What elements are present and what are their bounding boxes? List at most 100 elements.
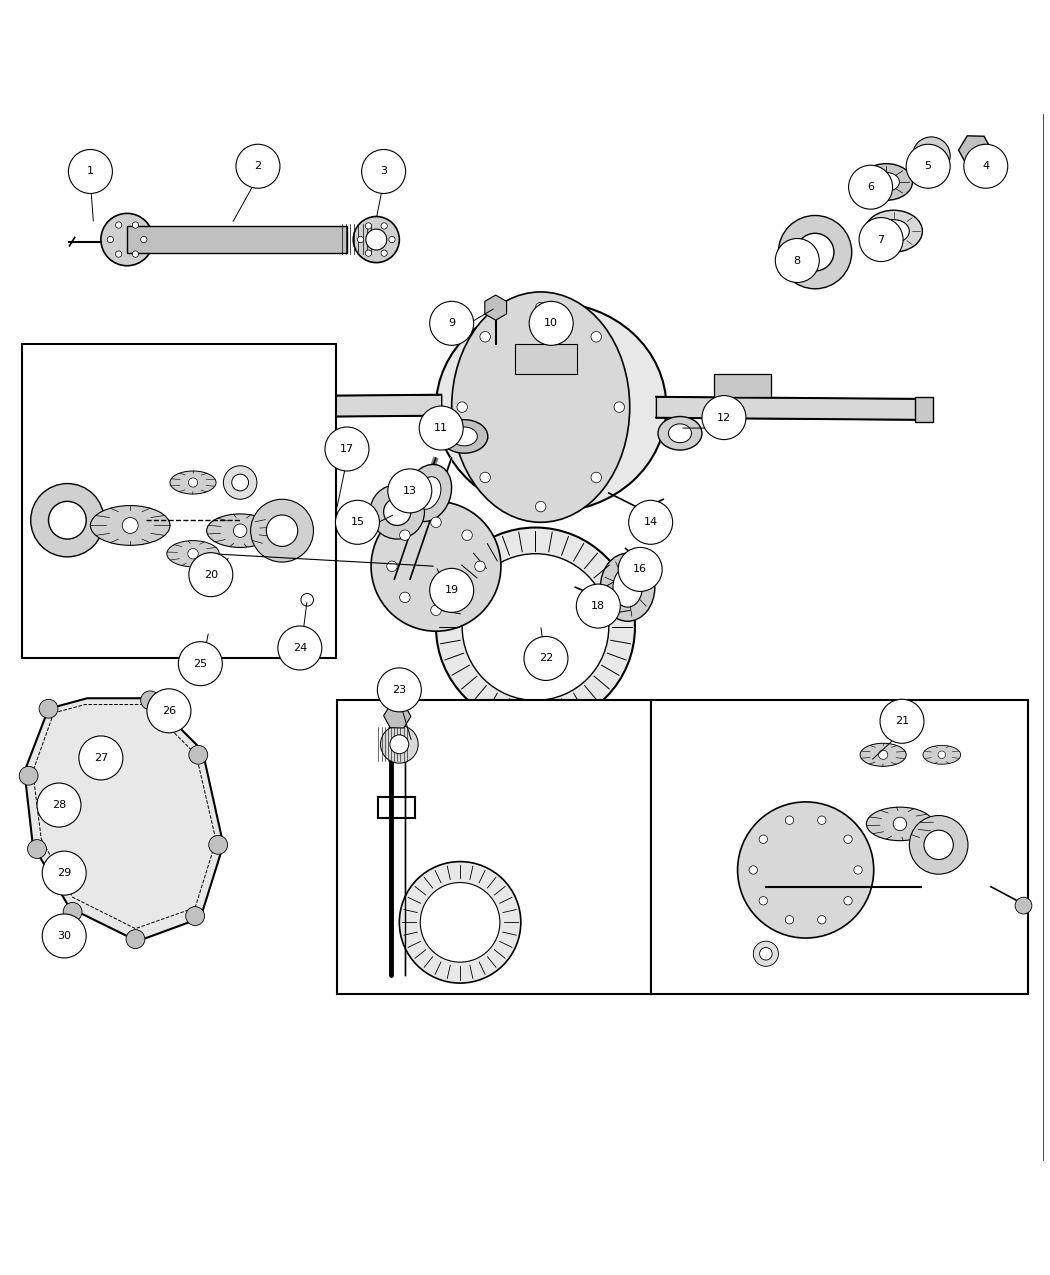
Text: 9: 9: [448, 319, 456, 329]
Circle shape: [778, 215, 852, 288]
Circle shape: [64, 922, 81, 940]
Bar: [22, 344, 336, 658]
Text: 10: 10: [544, 319, 559, 329]
Circle shape: [419, 405, 463, 450]
Ellipse shape: [452, 292, 630, 523]
Text: 29: 29: [57, 868, 71, 878]
Circle shape: [232, 474, 249, 491]
Circle shape: [429, 301, 474, 346]
Circle shape: [326, 427, 369, 470]
Circle shape: [775, 238, 819, 283]
Circle shape: [236, 144, 280, 189]
Circle shape: [536, 501, 546, 511]
Ellipse shape: [613, 567, 643, 607]
Circle shape: [400, 592, 411, 603]
Text: 4: 4: [982, 161, 989, 171]
Circle shape: [224, 465, 257, 500]
Bar: [258, 374, 316, 397]
Text: 16: 16: [633, 565, 647, 575]
Circle shape: [818, 816, 826, 825]
Circle shape: [388, 236, 395, 242]
Circle shape: [63, 903, 82, 922]
Circle shape: [365, 250, 372, 256]
Bar: [915, 397, 933, 422]
Circle shape: [189, 746, 208, 764]
Text: 7: 7: [878, 235, 884, 245]
Bar: [127, 226, 346, 254]
Ellipse shape: [211, 532, 248, 580]
Circle shape: [381, 250, 387, 256]
Circle shape: [480, 472, 490, 483]
Circle shape: [126, 929, 145, 949]
Circle shape: [844, 835, 853, 843]
Text: 26: 26: [162, 706, 176, 715]
Bar: [336, 700, 651, 993]
Text: 22: 22: [539, 654, 553, 663]
Text: 21: 21: [895, 717, 909, 727]
Circle shape: [107, 236, 113, 242]
Text: 27: 27: [93, 754, 108, 762]
Circle shape: [749, 866, 757, 875]
Circle shape: [188, 548, 198, 558]
Circle shape: [267, 515, 298, 547]
Circle shape: [371, 501, 501, 631]
Text: 19: 19: [444, 585, 459, 595]
Circle shape: [591, 332, 602, 342]
Circle shape: [912, 136, 950, 175]
Circle shape: [48, 501, 86, 539]
Ellipse shape: [860, 743, 906, 766]
Ellipse shape: [170, 470, 216, 493]
Ellipse shape: [207, 514, 274, 547]
Circle shape: [964, 144, 1008, 189]
Circle shape: [30, 483, 104, 557]
Circle shape: [141, 236, 147, 242]
Text: 28: 28: [51, 799, 66, 810]
Circle shape: [116, 251, 122, 258]
Circle shape: [420, 882, 500, 963]
Text: 25: 25: [193, 659, 208, 668]
Circle shape: [189, 552, 233, 597]
Circle shape: [894, 817, 906, 830]
Ellipse shape: [452, 427, 478, 446]
Circle shape: [614, 402, 625, 412]
Circle shape: [462, 592, 472, 603]
Ellipse shape: [167, 541, 219, 567]
Circle shape: [79, 736, 123, 780]
Circle shape: [251, 500, 314, 562]
Ellipse shape: [866, 807, 933, 840]
Circle shape: [188, 478, 197, 487]
Ellipse shape: [669, 423, 692, 442]
Circle shape: [381, 223, 387, 230]
Circle shape: [400, 530, 411, 541]
Circle shape: [436, 528, 635, 727]
Circle shape: [390, 734, 408, 754]
Circle shape: [27, 840, 46, 858]
Circle shape: [629, 500, 673, 544]
Bar: [714, 374, 771, 397]
Circle shape: [938, 751, 946, 759]
Text: 6: 6: [867, 182, 874, 193]
Circle shape: [462, 553, 609, 700]
Circle shape: [576, 584, 621, 629]
Text: 2: 2: [254, 161, 261, 171]
Text: 11: 11: [435, 423, 448, 434]
Circle shape: [430, 518, 441, 528]
Circle shape: [365, 223, 372, 230]
Ellipse shape: [874, 172, 900, 191]
Circle shape: [55, 871, 74, 890]
Circle shape: [591, 472, 602, 483]
Circle shape: [924, 830, 953, 859]
Circle shape: [598, 594, 611, 606]
Text: 8: 8: [794, 255, 801, 265]
Text: 14: 14: [644, 518, 657, 528]
Circle shape: [353, 217, 399, 263]
Ellipse shape: [197, 515, 262, 597]
Circle shape: [702, 395, 746, 440]
Bar: [514, 344, 578, 374]
Ellipse shape: [865, 210, 922, 252]
Circle shape: [618, 547, 663, 592]
Circle shape: [19, 766, 38, 785]
Circle shape: [759, 835, 768, 843]
Text: 17: 17: [340, 444, 354, 454]
Circle shape: [457, 402, 467, 412]
